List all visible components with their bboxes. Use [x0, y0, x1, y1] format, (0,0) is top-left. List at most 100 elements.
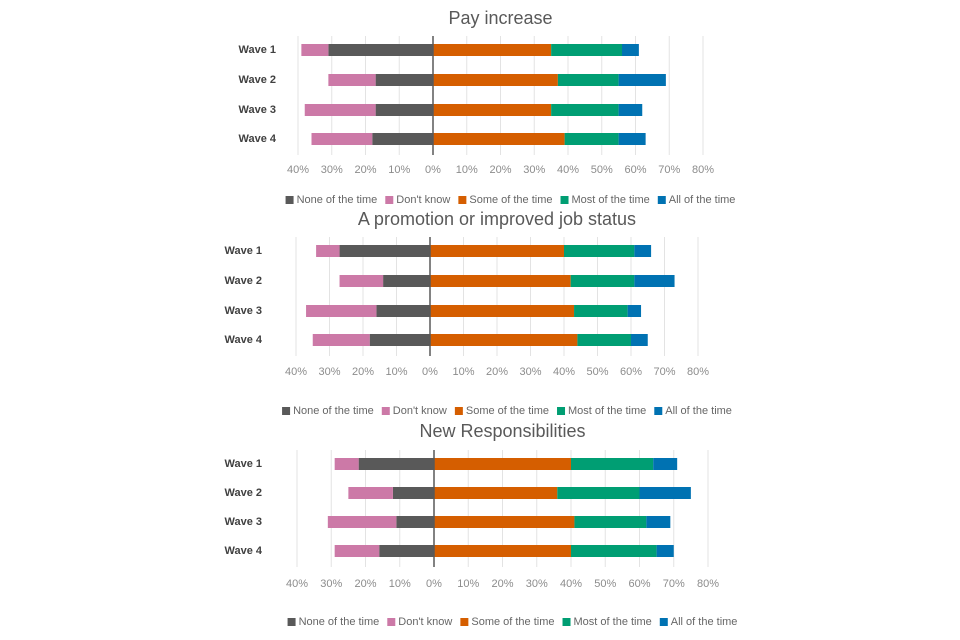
x-tick-label: 60% — [628, 578, 650, 590]
bar-segment — [328, 74, 376, 86]
x-tick-label: 60% — [624, 164, 646, 176]
legend-label: All of the time — [669, 194, 736, 206]
bar-segment — [348, 487, 393, 499]
legend-swatch — [287, 618, 296, 626]
x-tick-label: 20% — [486, 366, 508, 378]
bar-segment — [327, 516, 397, 528]
legend-swatch — [659, 618, 668, 626]
bar-segment — [334, 458, 359, 470]
bar-segment — [376, 305, 430, 317]
bar-segment — [574, 305, 628, 317]
x-tick-label: 30% — [519, 366, 541, 378]
bar-segment — [634, 275, 675, 287]
bar-segment — [306, 305, 377, 317]
x-tick-label: 50% — [591, 164, 613, 176]
bar-segment — [570, 275, 635, 287]
bar-segment — [557, 487, 640, 499]
x-tick-label: 80% — [687, 366, 709, 378]
legend-swatch — [562, 618, 571, 626]
bar-segment — [392, 487, 434, 499]
x-tick-label: 40% — [285, 366, 307, 378]
bar-segment — [557, 74, 619, 86]
x-tick-label: 80% — [692, 164, 714, 176]
bar-segment — [433, 44, 552, 56]
bar-segment — [631, 334, 648, 346]
legend-label: Some of the time — [471, 616, 554, 628]
legend-label: Most of the time — [568, 405, 646, 417]
bar-segment — [577, 334, 631, 346]
bar-segment — [433, 104, 552, 116]
x-tick-label: 60% — [620, 366, 642, 378]
bar-segment — [433, 133, 565, 145]
bar-segment — [311, 133, 373, 145]
x-tick-label: 40% — [553, 366, 575, 378]
bar-segment — [334, 545, 380, 557]
chart-title: Pay increase — [448, 8, 552, 28]
bar-segment — [574, 516, 647, 528]
x-tick-label: 10% — [388, 164, 410, 176]
bar-segment — [434, 516, 575, 528]
bar-segment — [316, 245, 340, 257]
x-tick-label: 30% — [321, 164, 343, 176]
x-tick-label: 70% — [663, 578, 685, 590]
x-tick-label: 70% — [653, 366, 675, 378]
category-label: Wave 1 — [224, 458, 262, 470]
bar-segment — [339, 275, 384, 287]
x-tick-label: 0% — [425, 164, 441, 176]
x-tick-label: 40% — [557, 164, 579, 176]
category-label: Wave 2 — [224, 487, 262, 499]
bar-segment — [646, 516, 671, 528]
bar-segment — [430, 275, 571, 287]
x-tick-label: 10% — [452, 366, 474, 378]
bar-segment — [304, 104, 376, 116]
x-tick-label: 40% — [560, 578, 582, 590]
bar-segment — [622, 44, 639, 56]
bar-segment — [551, 104, 619, 116]
x-tick-label: 70% — [658, 164, 680, 176]
legend-label: Some of the time — [466, 405, 549, 417]
x-tick-label: 80% — [697, 578, 719, 590]
bar-segment — [564, 133, 619, 145]
x-tick-label: 50% — [594, 578, 616, 590]
bar-segment — [328, 44, 433, 56]
x-tick-label: 40% — [286, 578, 308, 590]
category-label: Wave 1 — [238, 44, 276, 56]
bar-segment — [312, 334, 370, 346]
x-tick-label: 20% — [491, 578, 513, 590]
bar-segment — [339, 245, 430, 257]
legend-swatch — [557, 407, 566, 415]
legend-label: Most of the time — [574, 616, 652, 628]
category-label: Wave 3 — [224, 516, 262, 528]
x-tick-label: 20% — [354, 578, 376, 590]
category-label: Wave 2 — [238, 74, 276, 86]
category-label: Wave 4 — [238, 133, 276, 145]
bar-segment — [383, 275, 430, 287]
x-tick-label: 30% — [526, 578, 548, 590]
bar-segment — [653, 458, 678, 470]
x-tick-label: 20% — [354, 164, 376, 176]
legend-label: None of the time — [297, 194, 378, 206]
chart-title: A promotion or improved job status — [358, 209, 636, 229]
x-tick-label: 40% — [287, 164, 309, 176]
legend-label: Some of the time — [469, 194, 552, 206]
category-label: Wave 4 — [224, 545, 262, 557]
x-tick-label: 20% — [489, 164, 511, 176]
legend-label: Don't know — [398, 616, 452, 628]
bar-segment — [433, 74, 558, 86]
bar-segment — [627, 305, 642, 317]
bar-segment — [656, 545, 674, 557]
category-label: Wave 3 — [224, 305, 262, 317]
bar-segment — [571, 458, 654, 470]
x-tick-label: 0% — [426, 578, 442, 590]
bar-segment — [358, 458, 434, 470]
legend-swatch — [657, 196, 666, 204]
bar-segment — [434, 545, 571, 557]
legend-label: Don't know — [393, 405, 447, 417]
legend-swatch — [454, 407, 463, 415]
category-label: Wave 2 — [224, 275, 262, 287]
x-tick-label: 30% — [523, 164, 545, 176]
legend-label: None of the time — [293, 405, 374, 417]
legend-swatch — [285, 196, 294, 204]
legend-swatch — [654, 407, 663, 415]
